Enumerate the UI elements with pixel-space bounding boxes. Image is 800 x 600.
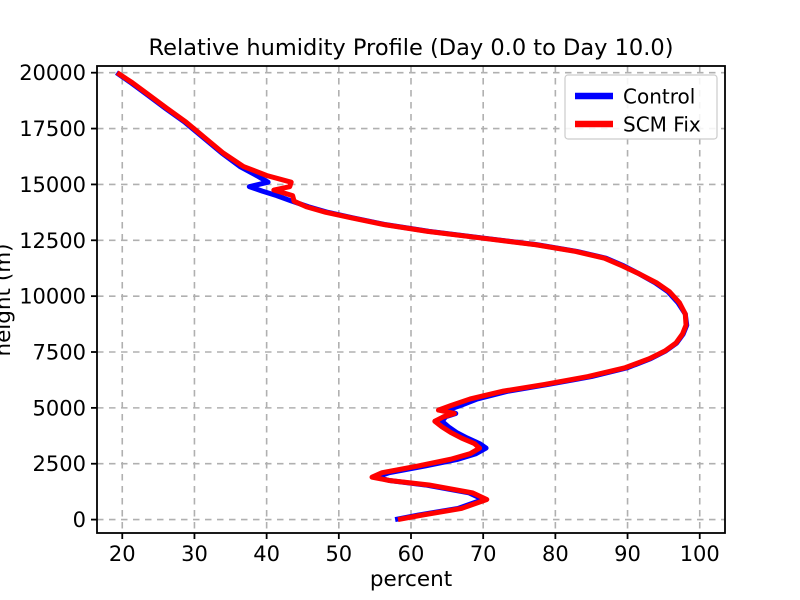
y-tick-label: 0 [73,508,86,532]
y-axis-label: height (m) [0,243,16,356]
x-tick-label: 60 [398,542,425,566]
gridlines [97,66,725,533]
y-tick-label: 10000 [19,285,86,309]
y-tick-label: 20000 [19,61,86,85]
legend-label-scm-fix: SCM Fix [623,113,701,137]
x-axis-label: percent [370,567,452,592]
legend-label-control: Control [623,85,695,109]
tick-labels: 20 30 40 50 60 70 80 90 100 0 2500 5000 7500 10000 125… [19,61,720,566]
x-tick-label: 20 [109,542,136,566]
tick-marks [91,71,701,539]
y-tick-label: 15000 [19,173,86,197]
y-tick-label: 7500 [33,341,86,365]
x-tick-label: 30 [181,542,208,566]
y-tick-label: 12500 [19,229,86,253]
x-tick-label: 100 [680,542,720,566]
x-tick-label: 40 [253,542,280,566]
x-tick-label: 70 [470,542,497,566]
x-tick-label: 80 [542,542,569,566]
chart-legend[interactable]: Control SCM Fix [564,74,718,140]
y-tick-label: 2500 [33,452,86,476]
chart-title: Relative humidity Profile (Day 0.0 to Da… [148,35,673,61]
y-tick-label: 5000 [33,396,86,420]
y-tick-label: 17500 [19,117,86,141]
data-series [115,70,690,523]
series-line-scm-fix [115,70,689,523]
x-tick-label: 90 [614,542,641,566]
x-tick-label: 50 [325,542,352,566]
